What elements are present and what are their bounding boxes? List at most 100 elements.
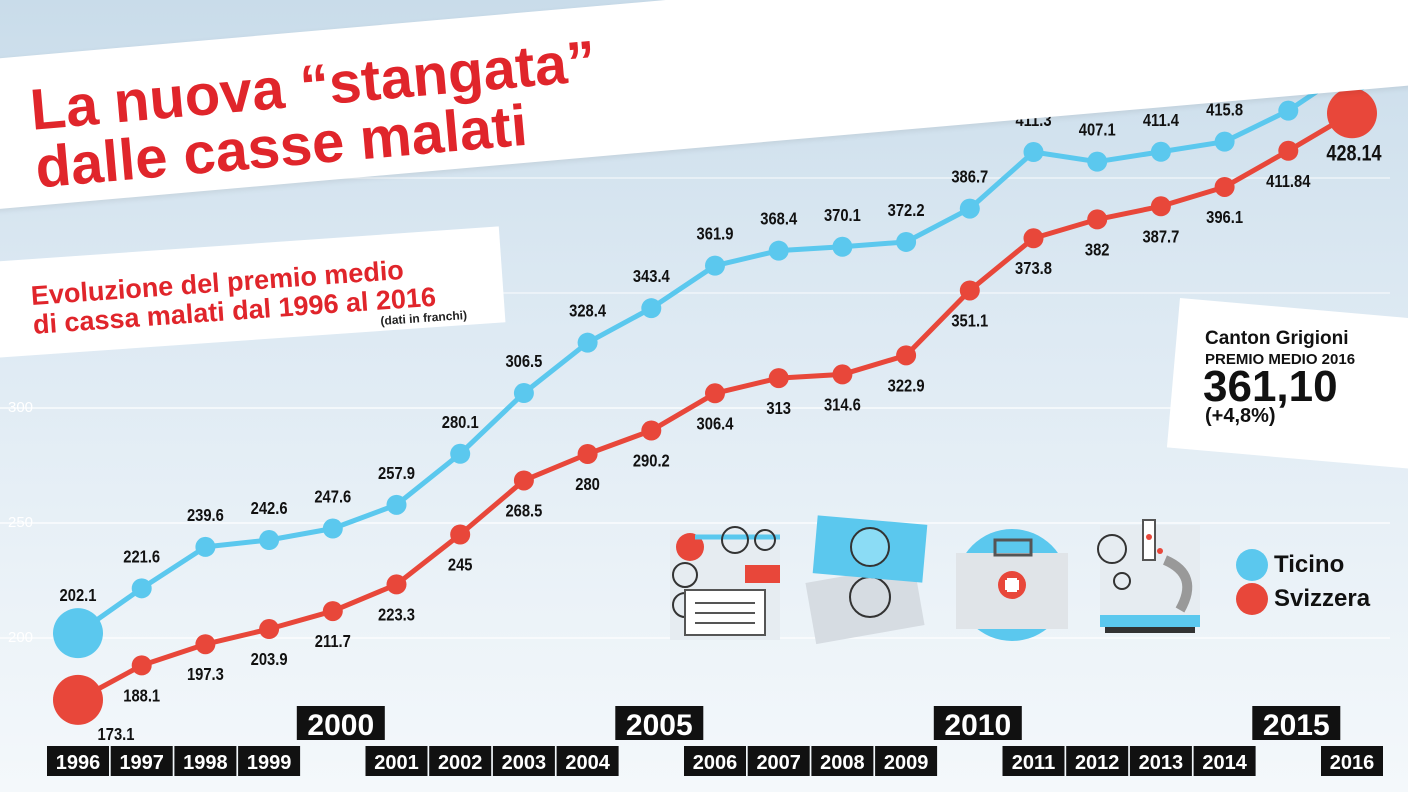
data-label: 306.5 (505, 352, 542, 372)
year-label-box (110, 746, 173, 776)
data-point (513, 383, 534, 404)
year-label-box (492, 746, 555, 776)
data-point (259, 619, 280, 640)
data-point (450, 524, 471, 545)
data-label: 370.1 (824, 205, 861, 225)
data-label: 411.4 (1143, 110, 1180, 130)
medical-instruments-icon (670, 526, 780, 640)
banknotes-icon (805, 515, 928, 645)
data-label: 245 (448, 555, 473, 575)
year-label-box (1066, 746, 1129, 776)
data-point (450, 443, 471, 464)
x-tick-label: 1996 (56, 752, 101, 774)
data-label: 386.7 (951, 167, 988, 187)
data-point (386, 574, 407, 595)
year-label-box (238, 746, 301, 776)
data-point (1087, 209, 1108, 230)
x-tick-label: 1997 (119, 752, 164, 774)
data-point (1278, 100, 1299, 121)
data-point (195, 536, 216, 557)
data-point (1150, 141, 1171, 162)
data-point (1327, 88, 1377, 139)
data-label: 314.6 (824, 395, 861, 415)
year-label-box (747, 746, 810, 776)
x-tick-label: 2004 (565, 752, 610, 774)
legend-item-svizzera: Svizzera (1236, 582, 1370, 616)
year-label-box (556, 746, 619, 776)
data-label: 188.1 (123, 686, 160, 706)
data-point (641, 298, 662, 319)
data-label: 382 (1085, 240, 1110, 260)
data-point (322, 601, 343, 622)
data-point (577, 444, 598, 464)
data-point (959, 198, 980, 219)
data-point (641, 420, 662, 441)
data-label: 368.4 (760, 209, 798, 229)
data-label: 351.1 (951, 311, 988, 331)
data-point (832, 236, 853, 257)
data-point (322, 518, 343, 539)
data-label: 313 (766, 399, 791, 419)
data-label: 280 (575, 475, 600, 495)
y-tick-label: 200 (8, 629, 34, 646)
data-point (1023, 142, 1044, 163)
data-label: 396.1 (1206, 208, 1243, 228)
x-tick-label: 2012 (1075, 752, 1120, 774)
grigioni-change: (+4,8%) (1205, 405, 1276, 427)
year-label-box (875, 746, 938, 776)
data-point (896, 231, 917, 252)
decade-label-box (615, 706, 704, 740)
data-label: 223.3 (378, 605, 415, 625)
data-label: 211.7 (315, 632, 351, 652)
data-point (768, 368, 789, 389)
data-label: 202.1 (60, 586, 97, 606)
x-tick-label: 2006 (693, 752, 738, 774)
x-tick-label: 2014 (1202, 752, 1247, 774)
data-point (53, 608, 103, 659)
data-label: 173.1 (98, 725, 135, 745)
y-tick-label: 250 (8, 514, 34, 531)
data-point (259, 530, 280, 551)
data-label: 221.6 (123, 547, 160, 567)
decade-label-box (296, 706, 385, 740)
decade-label: 2015 (1263, 709, 1330, 742)
data-point (1214, 131, 1235, 152)
decade-label: 2000 (307, 709, 374, 742)
data-label: 197.3 (187, 665, 224, 685)
data-point (1023, 228, 1044, 249)
decade-label-box (933, 706, 1022, 740)
year-label-box (684, 746, 746, 776)
data-point (131, 578, 152, 599)
data-point (1214, 176, 1235, 197)
data-label: 372.2 (888, 201, 925, 221)
data-label: 306.4 (697, 414, 735, 434)
data-label: 373.8 (1015, 259, 1052, 279)
x-tick-label: 2002 (438, 752, 483, 774)
grigioni-value: 361,10 (1203, 362, 1338, 411)
data-label: 411.84 (1266, 171, 1311, 191)
grigioni-label: PREMIO MEDIO 2016 (1205, 351, 1356, 368)
icon-row (670, 515, 1200, 645)
data-point (131, 655, 152, 676)
x-tick-label: 2001 (374, 752, 419, 774)
data-label: 361.9 (697, 224, 734, 244)
data-label: 428.14 (1326, 142, 1382, 166)
data-label: 280.1 (442, 412, 479, 432)
data-label: 343.4 (633, 267, 671, 287)
x-tick-label: 2016 (1330, 752, 1375, 774)
x-tick-label: 2008 (820, 752, 865, 774)
year-label-box (1002, 746, 1065, 776)
decade-label: 2005 (626, 709, 693, 742)
year-label-box (47, 746, 109, 776)
legend-item-ticino: Ticino (1236, 548, 1370, 582)
data-point (1087, 151, 1108, 172)
data-point (959, 280, 980, 301)
data-point (896, 345, 917, 366)
legend-label: Ticino (1274, 551, 1345, 578)
y-tick-label: 300 (8, 399, 34, 416)
data-point (513, 470, 534, 491)
legend-swatch-ticino (1236, 549, 1268, 581)
x-tick-label: 2013 (1139, 752, 1184, 774)
data-point (1150, 196, 1171, 217)
